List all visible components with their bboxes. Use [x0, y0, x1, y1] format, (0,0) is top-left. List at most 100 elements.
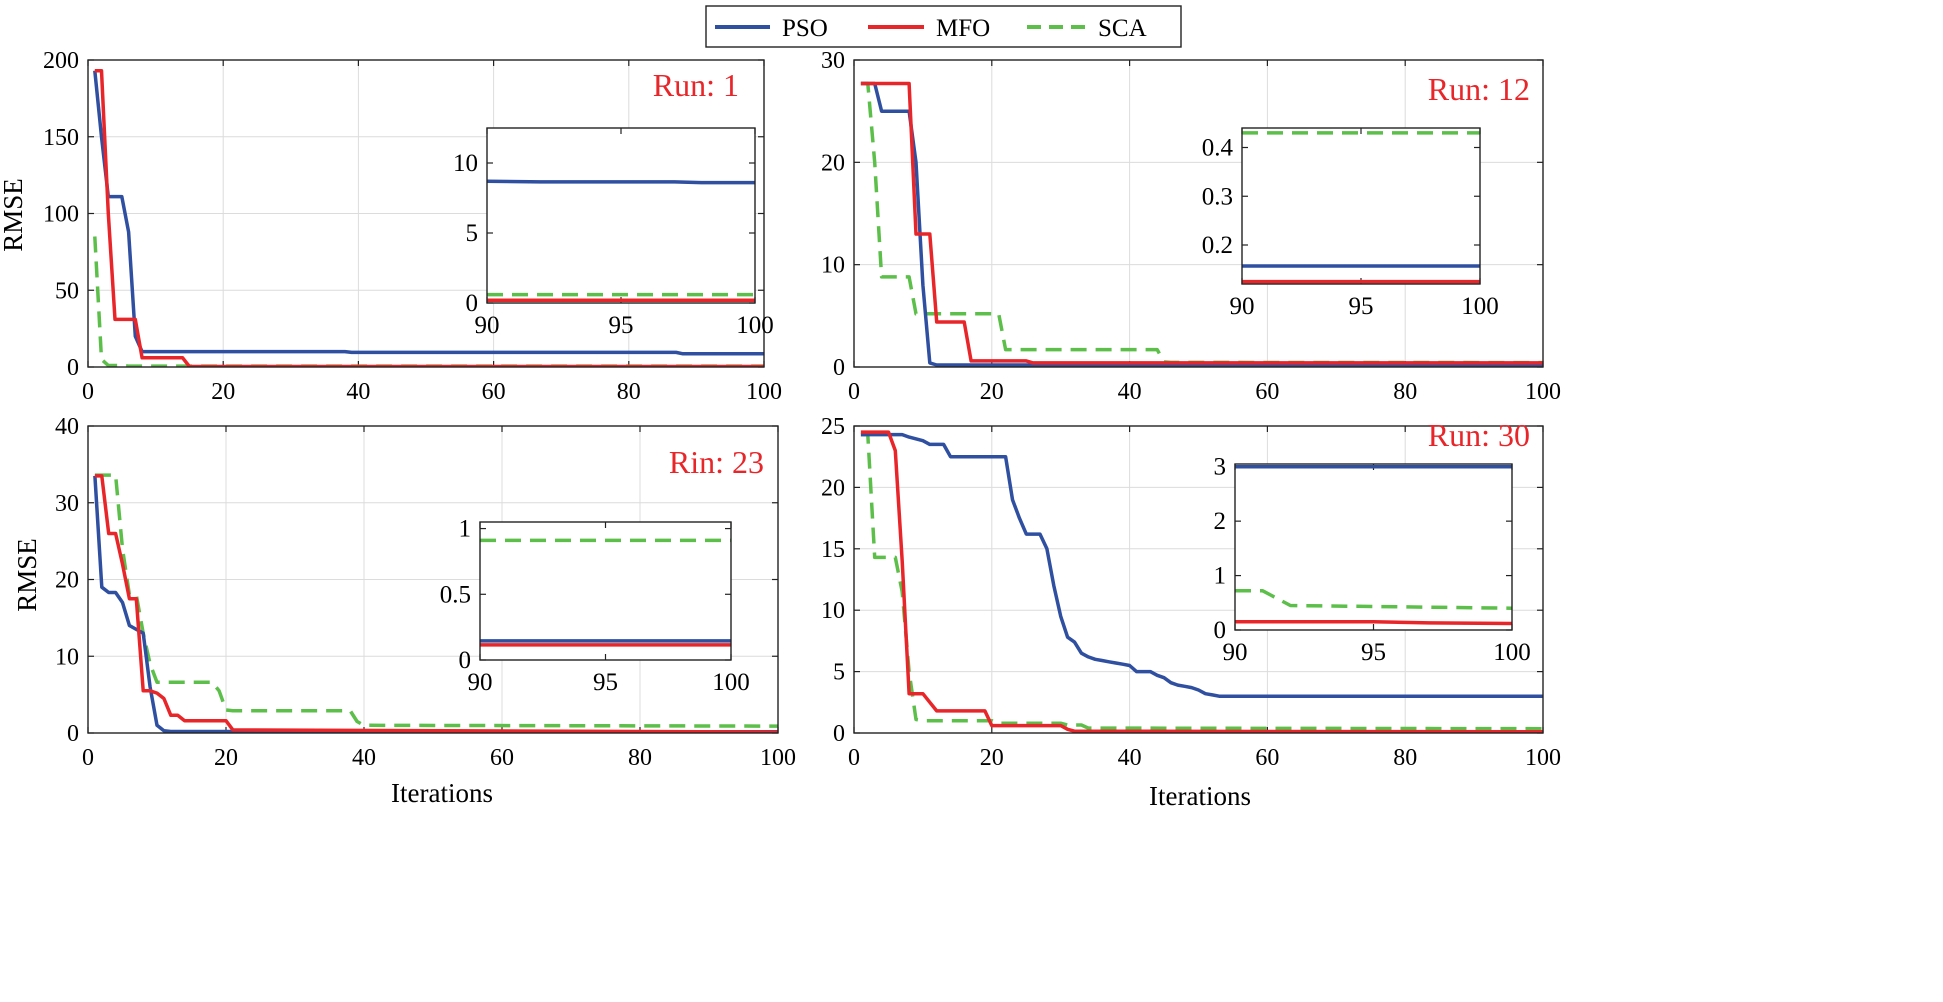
inset-3: 90 95 100 0 0.5 1 [440, 516, 750, 696]
x-tick-label: 20 [214, 745, 238, 771]
y-tick-label: 0.4 [1202, 135, 1234, 162]
x-tick-label: 95 [593, 669, 618, 696]
y-tick-label: 0 [833, 355, 845, 381]
y-tick-label: 50 [55, 278, 79, 304]
x-tick-label: 40 [1118, 745, 1142, 771]
x-tick-label: 40 [352, 745, 376, 771]
legend-label-mfo: MFO [936, 15, 990, 42]
y-tick-label: 2 [1214, 508, 1227, 535]
x-tick-label: 100 [712, 669, 750, 696]
y-tick-label: 20 [821, 475, 845, 501]
x-tick-label: 60 [1255, 745, 1279, 771]
legend-label-pso: PSO [782, 15, 828, 42]
y-tick-label: 10 [821, 598, 845, 624]
y-tick-label: 40 [55, 414, 79, 440]
axes-frame [1234, 463, 1513, 631]
x-tick-label: 0 [82, 379, 94, 405]
x-tick-label: 80 [628, 745, 652, 771]
x-tick-label: 20 [980, 745, 1004, 771]
x-tick-label: 90 [468, 669, 493, 696]
axes-frame [87, 425, 779, 734]
y-tick-label: 0 [459, 647, 472, 674]
panel-title: Run: 30 [1428, 417, 1530, 453]
y-tick-label: 0 [67, 721, 79, 747]
y-tick-label: 30 [55, 491, 79, 517]
panel-title: Run: 12 [1428, 71, 1530, 107]
series-line-mfo [860, 81, 1543, 365]
axes-frame [479, 521, 732, 661]
axes-frame [1241, 127, 1481, 285]
inset-2: 90 95 100 0.2 0.3 0.4 [1202, 127, 1499, 320]
series-line-sca [94, 473, 778, 728]
y-tick-label: 15 [821, 537, 845, 563]
y-tick-label: 3 [1214, 454, 1227, 481]
series-line-mfo [94, 474, 778, 733]
x-tick-label: 20 [211, 379, 235, 405]
y-tick-label: 20 [55, 568, 79, 594]
plot-area [1242, 128, 1480, 284]
axes-frame [87, 59, 765, 368]
x-tick-label: 100 [736, 312, 774, 339]
y-tick-label: 200 [43, 48, 79, 74]
x-tick-label: 100 [1525, 379, 1561, 405]
y-tick-label: 0 [833, 721, 845, 747]
x-tick-label: 80 [1393, 745, 1417, 771]
series-line-mfo [94, 68, 764, 367]
x-tick-label: 60 [490, 745, 514, 771]
panel-title: Rin: 23 [669, 444, 764, 480]
axes-frame [486, 127, 756, 304]
axes-frame [853, 425, 1544, 734]
legend: PSO MFO SCA [705, 5, 1182, 48]
y-tick-label: 10 [821, 253, 845, 279]
y-tick-label: 0 [67, 355, 79, 381]
y-tick-label: 10 [55, 644, 79, 670]
x-tick-label: 100 [1493, 639, 1531, 666]
series-line-pso [93, 475, 778, 733]
x-tick-label: 0 [848, 745, 860, 771]
y-tick-label: 100 [43, 202, 79, 228]
x-tick-label: 100 [1525, 745, 1561, 771]
x-tick-label: 40 [1118, 379, 1142, 405]
legend-label-sca: SCA [1098, 15, 1147, 42]
panel-title: Run: 1 [653, 67, 739, 103]
y-tick-label: 0.3 [1202, 183, 1233, 210]
y-tick-label: 150 [43, 125, 79, 151]
x-tick-label: 60 [482, 379, 506, 405]
y-tick-label: 0 [466, 290, 479, 317]
x-tick-label: 100 [746, 379, 782, 405]
y-tick-label: 1 [459, 516, 472, 543]
y-tick-label: 10 [453, 150, 478, 177]
y-axis-label: RMSE [0, 178, 28, 252]
x-tick-label: 40 [346, 379, 370, 405]
series-line-pso [93, 70, 764, 356]
x-axis-label: Iterations [1149, 781, 1251, 811]
x-tick-label: 95 [609, 312, 634, 339]
y-tick-label: 30 [821, 48, 845, 74]
y-tick-label: 25 [821, 414, 845, 440]
series-line-sca [93, 236, 764, 367]
x-tick-label: 95 [1349, 293, 1374, 320]
series-line-pso [487, 179, 755, 185]
x-tick-label: 20 [980, 379, 1004, 405]
x-tick-label: 100 [1461, 293, 1499, 320]
plot-area [1235, 464, 1512, 630]
x-tick-label: 95 [1361, 639, 1386, 666]
x-tick-label: 100 [760, 745, 796, 771]
series-line-mfo [1235, 620, 1512, 626]
series-line-sca [1235, 589, 1512, 610]
series-line-mfo [860, 430, 1543, 733]
x-tick-label: 90 [1230, 293, 1255, 320]
y-tick-label: 5 [466, 220, 479, 247]
legend-box [705, 5, 1182, 48]
x-tick-label: 0 [82, 745, 94, 771]
plot-area [487, 128, 755, 303]
y-tick-label: 0.2 [1202, 232, 1233, 259]
series-line-pso [860, 432, 1543, 698]
series-line-sca [860, 432, 1543, 731]
x-tick-label: 0 [848, 379, 860, 405]
y-tick-label: 0 [1214, 617, 1227, 644]
series-line-sca [860, 81, 1543, 365]
